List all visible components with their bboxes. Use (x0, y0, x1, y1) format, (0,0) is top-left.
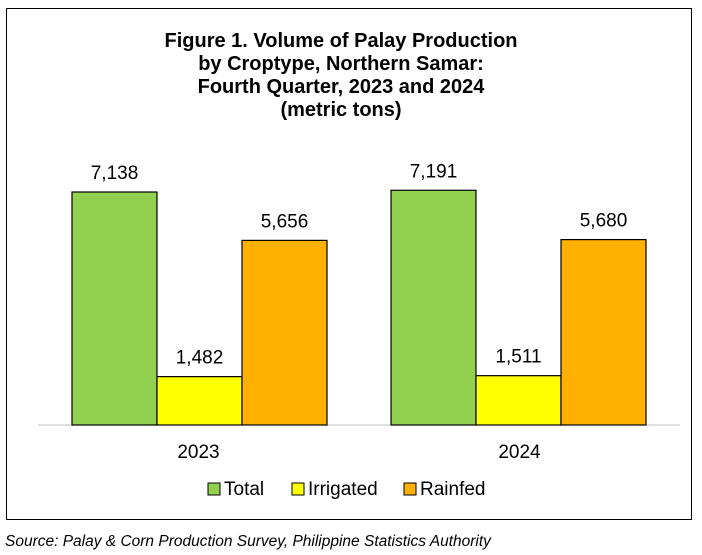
chart-title: Figure 1. Volume of Palay Production by … (0, 30, 702, 122)
bar-chart: 7,138 1,482 5,656 2023 7,191 1,511 5,680 2024 To… (38, 161, 680, 500)
bar-rainfed-2023 (241, 239, 328, 426)
x-tick-label-2023: 2023 (177, 442, 219, 463)
legend-swatch-total (207, 482, 221, 496)
bar-rainfed-2024 (560, 238, 647, 426)
chart-title-line-1: Figure 1. Volume of Palay Production (164, 30, 518, 52)
legend-label-rainfed: Rainfed (420, 479, 486, 500)
data-label-rainfed-2024: 5,680 (580, 211, 628, 232)
data-label-total-2023: 7,138 (91, 163, 139, 184)
data-label-irrigated-2023: 1,482 (176, 348, 224, 369)
bar-irrigated-2023 (156, 376, 243, 426)
bar-total-2023 (71, 191, 158, 426)
chart-title-line-4: (metric tons) (280, 99, 402, 121)
chart-title-line-2: by Croptype, Northern Samar: (198, 53, 484, 75)
legend-swatch-rainfed (403, 482, 417, 496)
bar-total-2024 (390, 189, 477, 426)
data-label-total-2024: 7,191 (410, 161, 458, 182)
chart-title-line-3: Fourth Quarter, 2023 and 2024 (197, 76, 485, 98)
x-tick-label-2024: 2024 (498, 442, 541, 463)
legend-label-irrigated: Irrigated (308, 479, 378, 500)
data-label-rainfed-2023: 5,656 (261, 211, 309, 232)
data-label-irrigated-2024: 1,511 (495, 347, 541, 368)
bar-irrigated-2024 (475, 375, 562, 426)
legend-swatch-irrigated (291, 482, 305, 496)
legend-label-total: Total (224, 479, 264, 500)
source-note: Source: Palay & Corn Production Survey, … (5, 533, 491, 550)
